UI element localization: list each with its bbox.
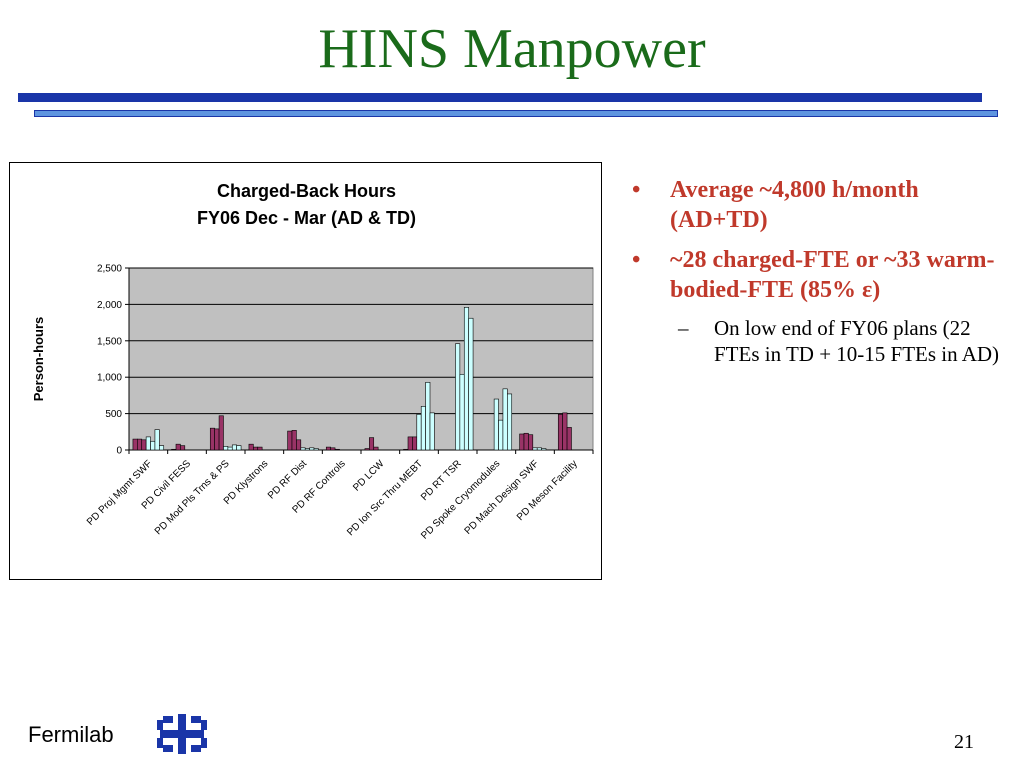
bullet-dot-icon: • xyxy=(632,177,641,203)
chart-title-line-2: FY06 Dec - Mar (AD & TD) xyxy=(196,208,417,228)
y-tick-label: 0 xyxy=(116,446,122,457)
page-number: 21 xyxy=(954,731,974,753)
bar xyxy=(132,438,138,451)
y-tick-label: 1,000 xyxy=(97,373,122,384)
bar xyxy=(231,444,237,451)
bar xyxy=(227,446,233,451)
y-tick-label: 2,500 xyxy=(97,264,122,275)
bar xyxy=(141,439,147,451)
y-tick-label: 1,500 xyxy=(97,336,122,347)
footer-org-name: Fermilab xyxy=(28,722,114,747)
bar xyxy=(498,419,504,451)
sub-bullet-item: – On low end of FY06 plans (22 FTEs in T… xyxy=(674,315,1010,367)
bar xyxy=(218,415,224,451)
bar xyxy=(536,447,542,451)
bar xyxy=(369,437,375,451)
bullet-text: Average ~4,800 h/month (AD+TD) xyxy=(670,177,919,233)
bar xyxy=(416,414,422,451)
bar xyxy=(159,445,165,451)
bar xyxy=(420,406,426,451)
y-tick-label: 500 xyxy=(105,409,122,420)
bar xyxy=(137,438,143,451)
bar xyxy=(300,447,306,451)
x-tick-label: PD LCW xyxy=(351,458,387,494)
bar xyxy=(403,448,409,451)
x-tick-label: PD Proj Mgmt SWF xyxy=(85,458,154,527)
bar xyxy=(253,446,259,451)
bar xyxy=(325,446,331,451)
bar xyxy=(562,412,568,451)
bar xyxy=(287,430,293,451)
bar xyxy=(175,443,181,451)
bullet-list: • Average ~4,800 h/month (AD+TD) • ~28 c… xyxy=(630,175,1010,367)
bar xyxy=(223,446,229,451)
bar xyxy=(291,430,297,451)
bar xyxy=(557,414,563,451)
title-rule-dark xyxy=(18,93,982,102)
bar xyxy=(209,427,215,451)
dash-icon: – xyxy=(678,316,689,340)
title-rule-light xyxy=(34,110,998,117)
sub-bullet-text: On low end of FY06 plans (22 FTEs in TD … xyxy=(714,316,1000,366)
bar xyxy=(171,448,177,451)
bullet-item: • Average ~4,800 h/month (AD+TD) xyxy=(630,175,1010,235)
x-tick-label: PD Mach Design SWF xyxy=(463,458,542,537)
x-tick-label: PD Spoke Cryomodules xyxy=(419,458,502,541)
x-tick-label: PD Ion Src Thru MEBT xyxy=(345,458,425,538)
y-axis-label: Person-hours xyxy=(31,317,46,402)
bar xyxy=(150,440,156,451)
bar xyxy=(541,448,547,451)
fermilab-logo-icon xyxy=(157,714,207,754)
bar xyxy=(566,427,572,451)
y-tick-label: 2,000 xyxy=(97,300,122,311)
plot-area xyxy=(128,267,594,451)
bar xyxy=(459,373,465,451)
bar xyxy=(507,393,513,451)
bar xyxy=(532,447,538,451)
bar xyxy=(334,448,340,451)
bar xyxy=(214,428,220,451)
bar xyxy=(180,445,186,451)
bullet-text: ~28 charged-FTE or ~33 warm-bodied-FTE (… xyxy=(670,247,995,303)
bar-chart: 0 500 1,000 1,500 2,000 2,500 PD Proj Mgmt SWF… xyxy=(31,264,594,542)
bar xyxy=(257,446,263,451)
bar xyxy=(429,412,435,451)
bullet-dot-icon: • xyxy=(632,247,641,273)
bar xyxy=(468,317,474,451)
x-tick-label: PD Mod Pls Trns & PS xyxy=(153,458,232,537)
bar xyxy=(309,447,315,451)
bar xyxy=(455,343,461,451)
bar xyxy=(425,381,431,451)
slide-title: HINS Manpower xyxy=(318,18,706,80)
chart-panel: Charged-Back Hours FY06 Dec - Mar (AD & … xyxy=(9,162,602,580)
bar xyxy=(463,307,469,451)
bar xyxy=(412,436,418,451)
bullet-item: • ~28 charged-FTE or ~33 warm-bodied-FTE… xyxy=(630,245,1010,305)
bar xyxy=(493,398,499,451)
bar xyxy=(330,447,336,451)
bar xyxy=(528,434,534,451)
bar xyxy=(373,446,379,451)
bar xyxy=(154,429,160,451)
bar xyxy=(407,436,413,451)
bar xyxy=(236,445,242,451)
bar xyxy=(304,448,310,451)
chart-title-line-1: Charged-Back Hours xyxy=(216,181,397,201)
bar xyxy=(313,448,319,451)
bar xyxy=(519,433,525,451)
bar xyxy=(502,388,508,451)
bar xyxy=(364,448,370,451)
bar xyxy=(296,439,302,451)
bar xyxy=(145,436,151,451)
bar xyxy=(523,432,529,451)
bar xyxy=(248,443,254,451)
